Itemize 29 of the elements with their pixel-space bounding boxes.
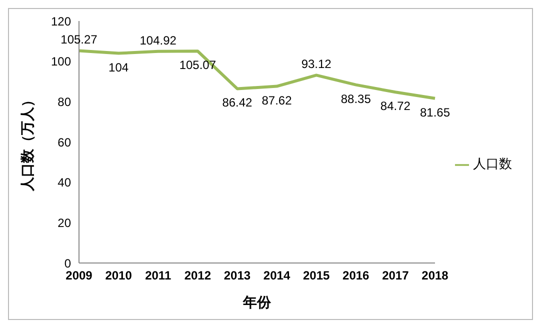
- legend-label: 人口数: [473, 156, 512, 171]
- y-tick-label: 80: [58, 94, 72, 109]
- x-tick-label: 2014: [263, 268, 290, 283]
- x-tick-label: 2013: [224, 268, 251, 283]
- data-label: 87.62: [262, 93, 292, 108]
- y-tick-label: 0: [64, 256, 72, 270]
- data-label: 105.27: [60, 32, 98, 47]
- data-label: 81.65: [420, 105, 450, 120]
- x-tick-label: 2016: [342, 268, 370, 283]
- x-tick-label: 2012: [184, 268, 212, 283]
- data-label: 104: [108, 60, 129, 74]
- x-tick-label: 2017: [382, 268, 410, 283]
- y-axis-title: 人口数（万人）: [18, 93, 35, 192]
- y-tick-label: 60: [58, 135, 72, 150]
- x-axis-title: 年份: [242, 294, 272, 310]
- x-tick-label: 2015: [302, 268, 330, 283]
- x-tick-label: 2010: [105, 268, 132, 283]
- data-label: 104.92: [140, 33, 177, 48]
- data-label: 88.35: [340, 92, 372, 106]
- data-label: 93.12: [301, 57, 332, 72]
- y-tick-label: 40: [58, 176, 72, 190]
- y-tick-label: 120: [50, 14, 72, 28]
- data-label: 84.72: [380, 99, 411, 114]
- data-label: 86.42: [222, 96, 253, 110]
- y-tick-label: 100: [50, 54, 72, 69]
- x-tick-label: 2009: [66, 268, 93, 283]
- x-tick-label: 2018: [422, 268, 449, 283]
- x-tick-label: 2011: [145, 268, 172, 283]
- y-tick-label: 20: [58, 216, 72, 230]
